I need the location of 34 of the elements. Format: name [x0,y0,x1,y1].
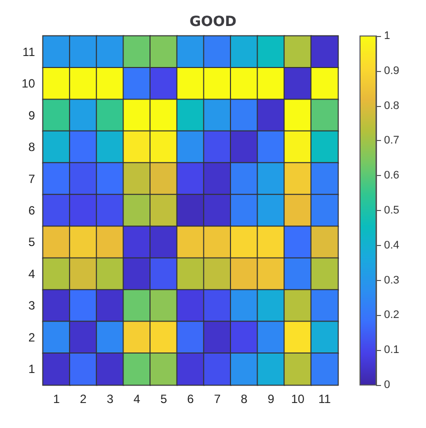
y-tick-label: 2 [28,330,36,344]
color-bar-label: 0.5 [384,204,400,216]
color-bar-label: 0.4 [384,239,400,252]
color-bar-label: 0.7 [384,134,400,147]
x-tick-label: 11 [318,392,332,406]
color-bar-label: 0.1 [384,344,400,356]
x-tick-label: 3 [106,392,114,406]
x-tick-label: 2 [80,392,87,406]
y-tick-label: 11 [22,44,36,59]
x-tick-label: 5 [160,392,168,406]
x-tick-label: 8 [240,392,248,406]
y-tick-label: 10 [22,76,36,91]
chart-title: GOOD [190,14,236,30]
x-tick-label: 6 [187,392,194,406]
x-tick-label: 4 [134,392,141,406]
color-bar-label: 0 [384,379,390,391]
y-tick-label: 9 [28,108,36,122]
y-tick-label: 6 [28,204,36,218]
color-bar-label: 0.2 [384,309,400,322]
x-tick-label: 7 [214,392,221,406]
y-tick-label: 8 [28,140,36,154]
color-bar-label: 0.6 [384,170,400,182]
y-tick-label: 7 [28,172,36,186]
color-bar-label: 0.8 [384,100,400,112]
x-tick-label: 9 [268,392,275,406]
y-tick-label: 3 [28,298,36,313]
y-tick-label: 5 [28,235,36,250]
x-tick-label: 1 [53,392,60,406]
color-bar-label: 0.3 [384,274,400,286]
x-tick-label: 10 [291,392,305,406]
y-tick-label: 4 [28,266,36,281]
color-bar-label: 1 [384,30,390,42]
color-bar-label: 0.9 [384,64,400,77]
y-tick-label: 1 [28,362,36,376]
